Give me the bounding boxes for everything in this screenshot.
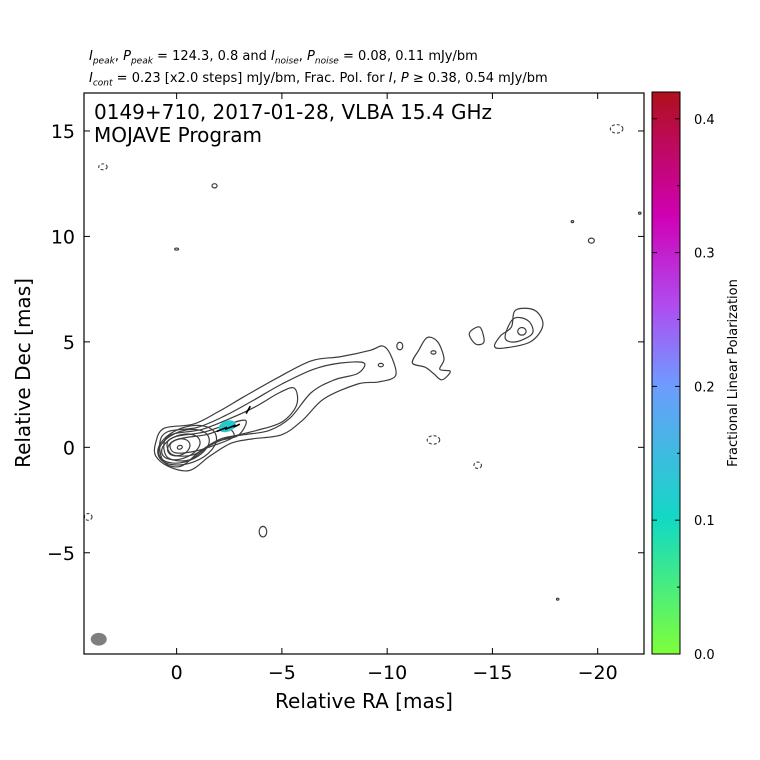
y-tick-label: −5 — [47, 543, 75, 565]
core-contour — [157, 424, 218, 466]
ppeak-value: 0.8 — [217, 49, 239, 64]
beam-ellipse — [90, 632, 107, 646]
evpa-vector — [233, 423, 241, 428]
pnoise-value: 0.11 — [395, 49, 425, 64]
chart-title-line1: 0149+710, 2017-01-28, VLBA 15.4 GHz — [94, 100, 492, 124]
y-axis-label: Relative Dec [mas] — [11, 278, 35, 468]
jet-contour — [411, 336, 451, 381]
i-threshold: 0.38 — [427, 71, 457, 86]
plot-frame — [83, 92, 645, 655]
jet-contour — [504, 316, 534, 343]
colorbar-ticks: 0.0 0.1 0.2 0.3 0.4 — [652, 113, 715, 663]
header-line-1: Ipeak, Ppeak = 124.3, 0.8 and Inoise, Pn… — [89, 49, 478, 67]
colorbar-tick-label: 0.4 — [694, 113, 715, 128]
negative-contour — [609, 124, 624, 134]
negative-contour — [473, 461, 483, 469]
cont-value: 0.23 — [131, 71, 161, 86]
negative-contour — [426, 435, 441, 445]
isolated-contour — [174, 247, 180, 251]
fracpol-text: Frac. Pol. for — [304, 71, 385, 86]
header-unit-2: mJy/bm — [246, 71, 296, 86]
jet-contour — [163, 387, 299, 462]
y-tick-label: 10 — [51, 226, 75, 248]
isolated-contour — [211, 183, 218, 189]
cont-steps: [x2.0 steps] — [164, 71, 243, 86]
isolated-contour — [517, 326, 527, 336]
jet-contour — [153, 345, 397, 472]
header-unit-3: mJy/bm — [498, 71, 548, 86]
core-contour — [158, 428, 210, 464]
y-tick-label: 15 — [51, 121, 75, 143]
chart-title-line2: MOJAVE Program — [94, 123, 262, 147]
x-tick-label: −15 — [472, 662, 512, 684]
isolated-contour — [430, 350, 437, 355]
y-tick-label: 0 — [63, 437, 75, 459]
evpa-vector — [245, 405, 252, 414]
isolated-contour — [555, 597, 560, 601]
jet-contour — [159, 361, 366, 468]
x-tick-label: −5 — [268, 662, 296, 684]
core-contour — [176, 444, 183, 450]
isolated-contour — [258, 525, 268, 538]
isolated-contour — [587, 237, 595, 244]
jet-contour — [468, 326, 485, 346]
y-tick-label: 5 — [63, 332, 75, 354]
isolated-contour — [377, 362, 384, 368]
jet-contour — [169, 427, 235, 454]
contour-map — [84, 124, 642, 646]
x-axis-label: Relative RA [mas] — [275, 689, 453, 713]
header-line-2: Icont = 0.23 [x2.0 steps] mJy/bm, Frac. … — [89, 71, 548, 89]
jet-contour — [493, 307, 544, 350]
inoise-value: 0.08 — [358, 49, 387, 64]
x-tick-label: −20 — [578, 662, 618, 684]
evpa-vector — [224, 424, 236, 431]
isolated-contour — [570, 220, 575, 224]
axis-ticks: 0 −5 −10 −15 −20 −5 0 5 10 15 — [47, 93, 644, 684]
negative-contour — [84, 512, 93, 521]
colorbar-tick-label: 0.1 — [694, 514, 715, 529]
p-threshold: 0.54 — [465, 71, 495, 86]
isolated-contour — [637, 211, 642, 215]
ipeak-value: 124.3 — [172, 49, 210, 64]
evpa-vector — [216, 426, 228, 433]
colorbar-tick-label: 0.2 — [694, 380, 715, 395]
x-tick-label: −10 — [367, 662, 407, 684]
x-tick-label: 0 — [171, 662, 183, 684]
colorbar-tick-label: 0.0 — [694, 648, 715, 663]
colorbar-tick-label: 0.3 — [694, 247, 715, 262]
header-unit-1: mJy/bm — [428, 49, 478, 64]
colorbar-label: Fractional Linear Polarization — [726, 279, 741, 467]
core-contour — [166, 438, 191, 457]
isolated-contour — [396, 341, 404, 351]
core-contour — [161, 433, 201, 461]
negative-contour — [98, 163, 108, 171]
colorbar — [651, 91, 681, 655]
